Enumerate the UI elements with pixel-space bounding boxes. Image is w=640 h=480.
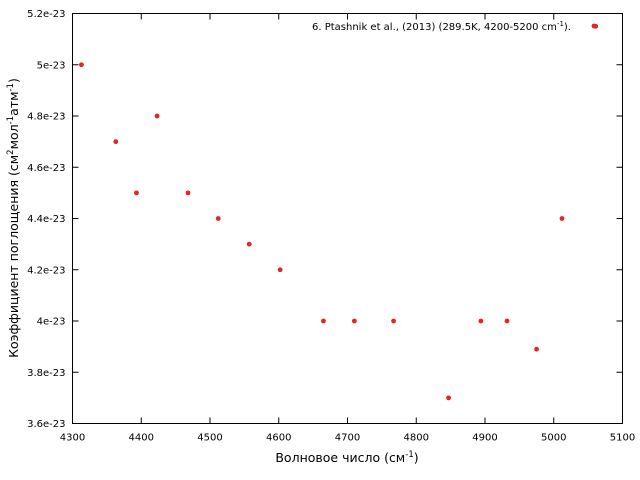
- data-point: [134, 190, 139, 196]
- x-tick-label: 4800: [404, 433, 429, 444]
- y-tick-label: 5.2e-23: [27, 9, 65, 20]
- data-point: [246, 241, 252, 247]
- data-point: [154, 113, 160, 119]
- y-tick-label: 3.8e-23: [27, 368, 65, 379]
- data-point: [504, 318, 510, 324]
- legend-entry-label: 6. Ptashnik et al., (2013) (289.5K, 4200…: [312, 20, 571, 33]
- x-axis-label: Волновое число (см-1): [275, 450, 418, 465]
- x-tick-label: 4300: [60, 433, 85, 444]
- data-point: [79, 62, 84, 68]
- data-point: [321, 318, 326, 324]
- legend-marker: [591, 23, 597, 29]
- data-points: [79, 23, 599, 401]
- x-tick-label: 5100: [610, 433, 635, 444]
- y-tick-label: 4.6e-23: [27, 163, 65, 174]
- plot-area-frame: [72, 13, 623, 424]
- data-point: [446, 395, 451, 401]
- y-tick-label: 4.4e-23: [27, 214, 65, 225]
- x-tick-label: 5000: [541, 433, 566, 444]
- x-axis-ticks: 4300 4400 4500 4600 4700 4800 4900 5000 5100: [60, 13, 635, 444]
- x-tick-label: 4500: [197, 433, 222, 444]
- x-tick-label: 4400: [129, 433, 154, 444]
- x-tick-label: 4700: [335, 433, 360, 444]
- x-tick-label: 4900: [472, 433, 497, 444]
- x-tick-label: 4600: [266, 433, 291, 444]
- y-axis-ticks: 3.6e-23 3.8e-23 4e-23 4.2e-23 4.4e-23 4.6e-23…: [27, 9, 623, 430]
- data-point: [351, 318, 357, 324]
- data-point: [534, 346, 539, 352]
- data-point: [215, 216, 221, 221]
- data-point: [478, 318, 484, 324]
- data-point: [185, 190, 191, 196]
- data-point: [277, 267, 283, 273]
- data-point: [559, 216, 565, 221]
- y-tick-label: 3.6e-23: [27, 419, 65, 430]
- data-point: [391, 318, 396, 324]
- y-axis-label: Коэффициент поглощения (см2мол-1атм-1): [6, 78, 21, 358]
- y-tick-label: 4.8e-23: [27, 112, 65, 123]
- y-tick-label: 4e-23: [37, 317, 66, 328]
- y-tick-label: 5e-23: [37, 60, 66, 71]
- y-tick-label: 4.2e-23: [27, 265, 65, 276]
- data-point: [113, 139, 119, 145]
- legend: 6. Ptashnik et al., (2013) (289.5K, 4200…: [312, 20, 597, 33]
